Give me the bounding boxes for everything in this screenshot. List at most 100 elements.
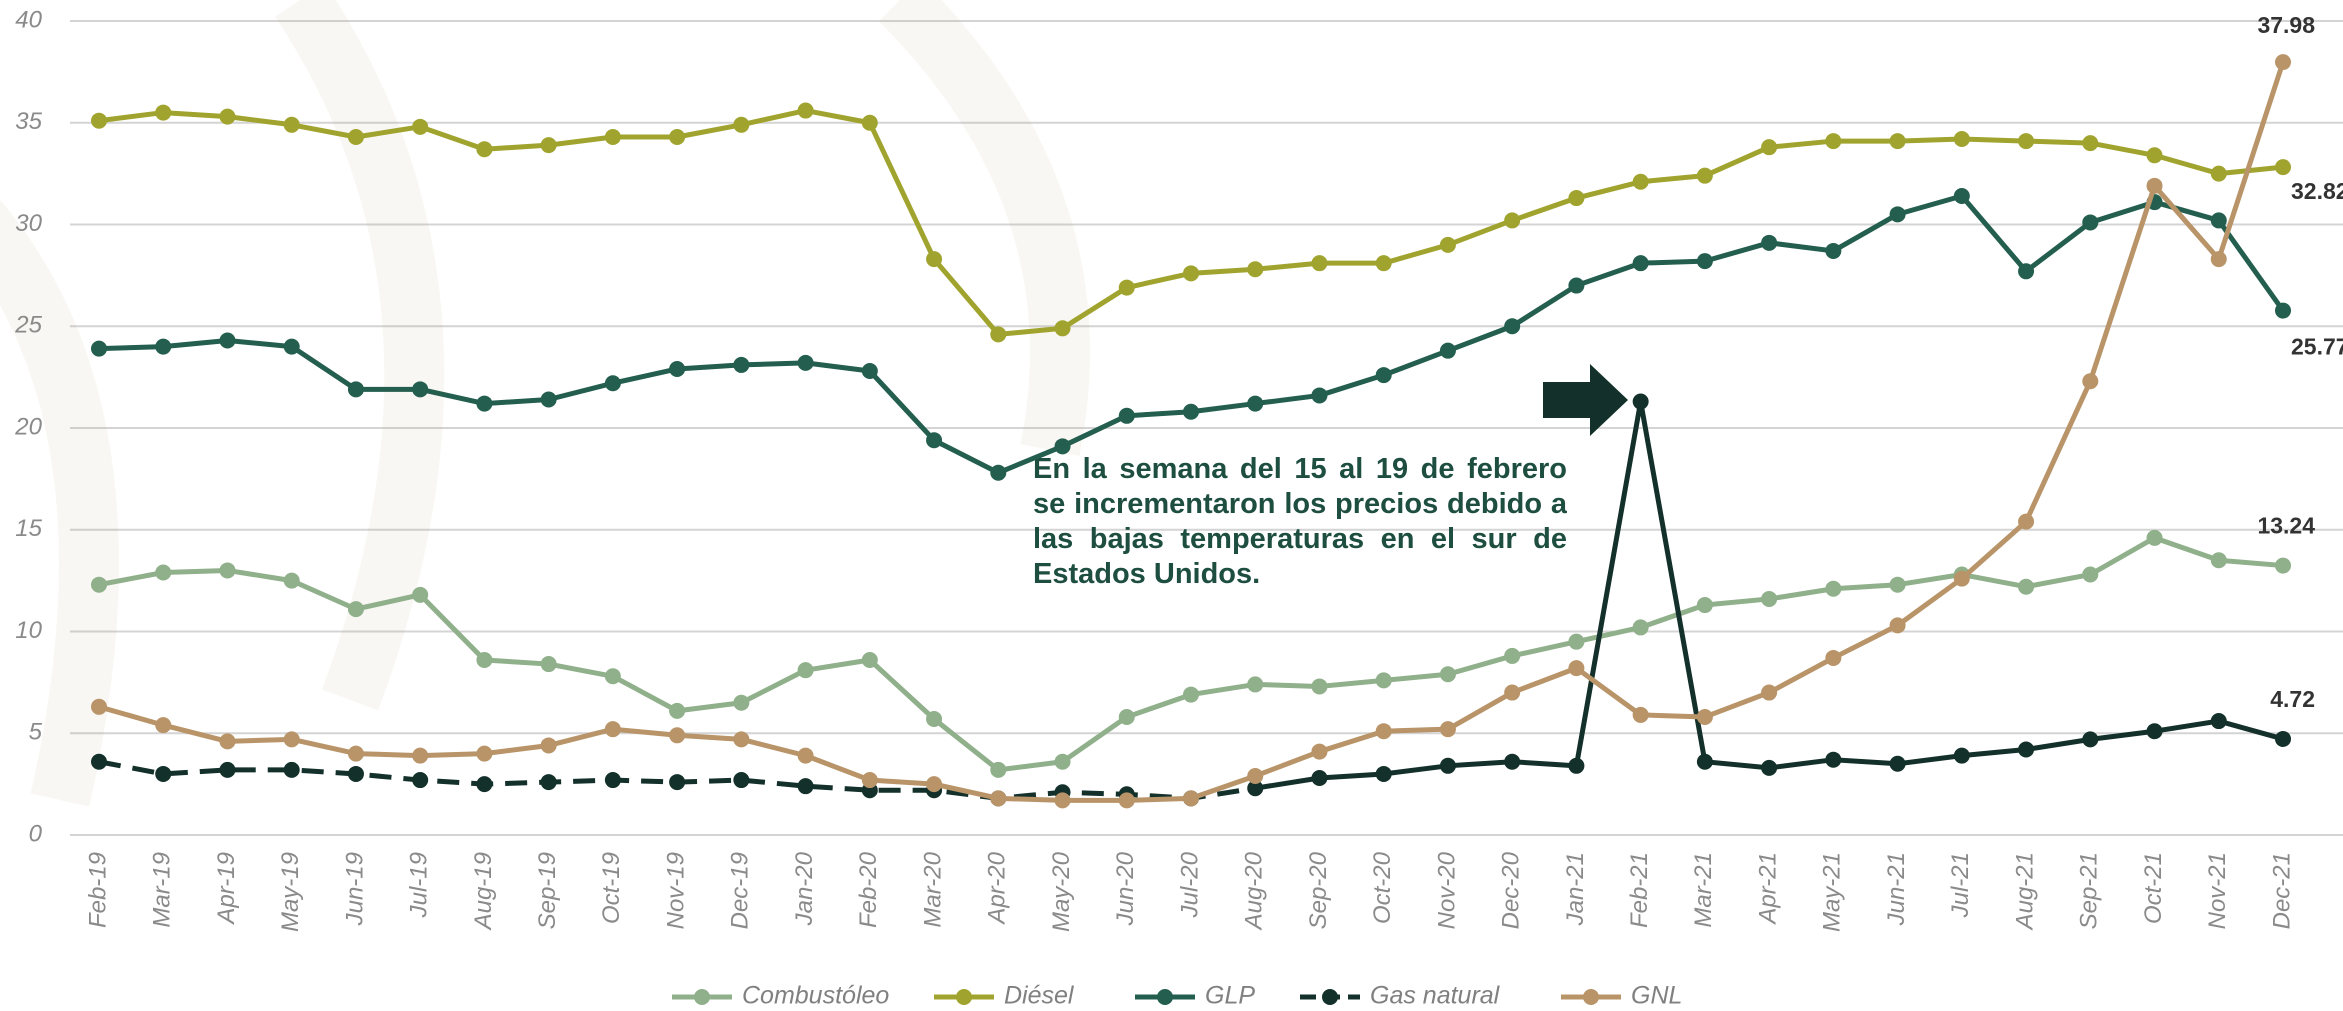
data-point [2146, 177, 2163, 194]
background-watermark [0, 0, 1090, 807]
data-point [1247, 676, 1264, 693]
data-point [1375, 765, 1392, 782]
data-label: 32.82 [2291, 178, 2343, 204]
x-tick-label: Jun-21 [1883, 852, 1910, 926]
y-tick-label: 0 [29, 820, 43, 847]
data-point [1696, 708, 1713, 725]
data-point [1953, 188, 1970, 205]
annotation-box: En la semana del 15 al 19 de febrero se … [1033, 453, 1567, 590]
x-tick-label: Sep-21 [2076, 852, 2103, 929]
data-point [1632, 255, 1649, 272]
x-tick-label: Sep-20 [1305, 851, 1332, 929]
data-point [1632, 706, 1649, 723]
data-point [733, 694, 750, 711]
data-point [219, 108, 236, 125]
data-point [1761, 139, 1778, 156]
legend-label: Combustóleo [742, 982, 889, 1010]
data-point [2210, 251, 2227, 268]
y-tick-label: 10 [15, 617, 42, 644]
data-point [2082, 373, 2099, 390]
data-point [1054, 320, 1071, 337]
data-point [1375, 672, 1392, 689]
data-point [1118, 279, 1135, 296]
x-tick-label: Dec-20 [1498, 851, 1525, 929]
data-point [861, 651, 878, 668]
data-point [347, 745, 364, 762]
data-point [91, 698, 107, 715]
data-point [1889, 755, 1906, 772]
data-point [926, 776, 943, 793]
data-point [1183, 790, 1199, 807]
data-point [1311, 678, 1328, 695]
data-point [1761, 759, 1778, 776]
x-tick-label: Apr-21 [1754, 852, 1781, 926]
data-point [1761, 590, 1778, 607]
data-point [1696, 753, 1713, 770]
data-point [1439, 721, 1456, 738]
data-point [669, 702, 686, 719]
data-point [2082, 566, 2099, 583]
data-point [1247, 767, 1264, 784]
grid [70, 20, 2343, 836]
data-point [155, 104, 172, 121]
data-point [476, 395, 493, 412]
data-point [219, 332, 236, 349]
data-point [347, 765, 364, 782]
x-tick-label: Jul-20 [1176, 851, 1203, 918]
x-tick-label: Mar-19 [149, 852, 176, 928]
data-point [540, 137, 557, 154]
y-tick-label: 35 [15, 108, 42, 135]
data-point [1696, 253, 1713, 270]
data-point [412, 772, 429, 789]
data-point [2018, 578, 2035, 595]
data-point [1632, 619, 1649, 636]
data-point [1247, 261, 1264, 278]
data-point [540, 774, 557, 791]
data-point [283, 761, 300, 778]
data-point [1696, 597, 1713, 614]
data-point [1504, 647, 1521, 664]
data-point [155, 765, 172, 782]
data-point [990, 464, 1007, 481]
data-point [476, 776, 493, 793]
data-point [540, 391, 557, 408]
x-tick-label: Oct-19 [598, 852, 625, 924]
x-tick-label: May-21 [1819, 852, 1846, 932]
x-tick-label: Aug-19 [470, 852, 497, 931]
data-point [1568, 633, 1585, 650]
y-tick-label: 15 [15, 515, 42, 542]
x-tick-label: Jan-21 [1562, 852, 1589, 926]
data-point [1118, 708, 1135, 725]
x-tick-label: Jan-20 [791, 851, 818, 926]
legend-marker [1583, 989, 1599, 1005]
data-point [2082, 731, 2099, 748]
data-point [1825, 751, 1842, 768]
data-point [2146, 147, 2163, 164]
data-point [91, 753, 107, 770]
x-tick-label: Dec-19 [727, 852, 754, 929]
x-tick-label: Nov-19 [662, 852, 689, 929]
data-point [2082, 214, 2099, 231]
data-point [604, 772, 621, 789]
data-point [1054, 753, 1071, 770]
x-tick-label: Dec-21 [2268, 852, 2295, 929]
data-point [2018, 133, 2035, 150]
data-point [797, 354, 814, 371]
y-tick-label: 5 [29, 719, 43, 746]
x-tick-label: Apr-19 [213, 852, 240, 926]
arrow [1543, 364, 1628, 436]
data-point [2018, 263, 2035, 280]
data-point [412, 586, 429, 603]
x-tick-label: Nov-21 [2204, 852, 2231, 929]
data-point [2210, 713, 2227, 730]
data-point [669, 727, 686, 744]
data-point [1247, 395, 1264, 412]
x-tick-label: Aug-20 [1241, 851, 1268, 931]
data-point [2210, 212, 2227, 229]
data-point [347, 381, 364, 398]
x-tick-label: Apr-20 [984, 851, 1011, 925]
data-point [1953, 131, 1970, 148]
data-point [1183, 265, 1199, 282]
x-tick-label: May-20 [1048, 851, 1075, 932]
